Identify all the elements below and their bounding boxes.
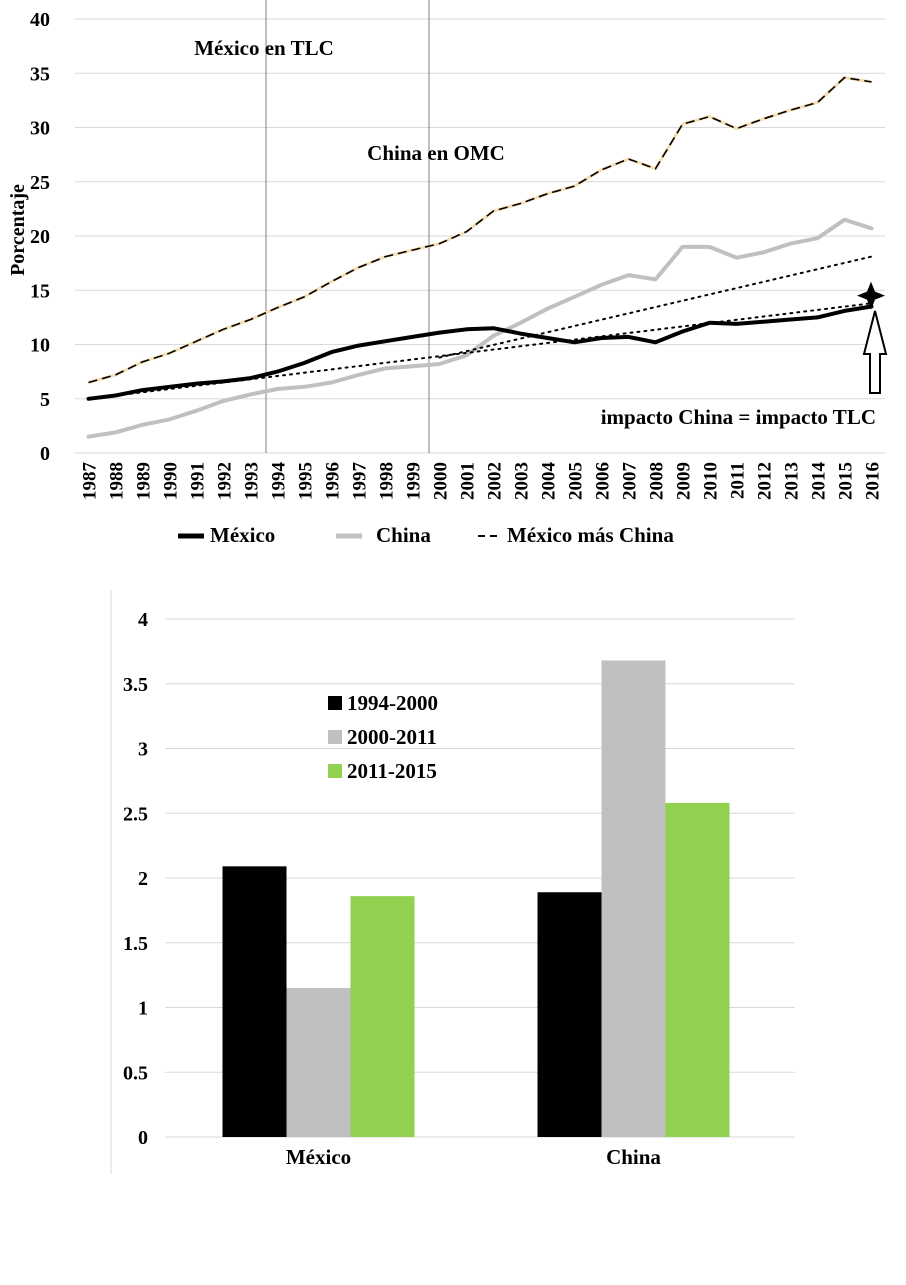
bar-2011-2015 (350, 896, 415, 1137)
legend: 1994-2000 2000-2011 2011-2015 (328, 691, 438, 783)
series-line-méxico-más-china (88, 76, 872, 384)
series-line-méxico (86, 304, 874, 401)
legend: México China México más China (178, 523, 674, 547)
x-tick-label: 2002 (485, 462, 506, 500)
x-axis-ticks: México China (286, 1145, 662, 1169)
x-tick-label: 2003 (512, 462, 533, 500)
y-tick-label: 3 (138, 739, 148, 761)
x-tick-label: 1994 (269, 462, 290, 501)
x-tick-label: 2013 (782, 462, 803, 500)
bar-2000-2011 (286, 988, 351, 1137)
legend-label: 2011-2015 (347, 759, 437, 783)
x-tick-label: 1991 (188, 462, 209, 500)
legend-label: China (376, 523, 431, 547)
y-axis-ticks: 0 0.5 1 1.5 2 2.5 3 3.5 4 (123, 609, 148, 1149)
x-tick-label: 2000 (431, 462, 452, 500)
y-tick-label: 30 (30, 118, 50, 140)
y-tick-label: 10 (30, 335, 50, 357)
event-lines (265, 0, 430, 453)
y-tick-label: 2.5 (123, 803, 148, 825)
x-tick-label: 2012 (755, 462, 776, 500)
x-tick-label: 1990 (161, 462, 182, 500)
legend-label: México (210, 523, 275, 547)
x-tick-label: 2015 (836, 462, 857, 500)
legend-label: 2000-2011 (347, 725, 437, 749)
series-lines (86, 76, 874, 439)
y-axis-label: Porcentaje (7, 184, 29, 276)
legend-swatch (328, 696, 342, 710)
x-tick-label: 1998 (377, 462, 398, 500)
y-tick-label: 4 (138, 609, 148, 631)
x-tick-label: 2008 (647, 462, 668, 500)
star-icon (857, 281, 885, 310)
bar-2011-2015 (665, 802, 730, 1137)
bar-1994-2000 (222, 866, 287, 1137)
legend-label: 1994-2000 (347, 691, 438, 715)
line-chart: 0 5 10 15 20 25 30 35 40 1987 1988 1989 1990 1991 199… (7, 0, 888, 547)
bar-2000-2011 (601, 660, 666, 1137)
y-tick-label: 25 (30, 172, 50, 194)
x-tick-label: 2007 (620, 462, 641, 501)
gridlines (75, 18, 885, 454)
x-tick-label: 1988 (107, 462, 128, 500)
bar-1994-2000 (537, 892, 602, 1137)
y-tick-label: 0 (40, 443, 50, 465)
x-tick-label: 1987 (80, 462, 101, 501)
bar-chart: 0 0.5 1 1.5 2 2.5 3 3.5 4 México China 1994-2000 2… (110, 590, 795, 1174)
legend-swatch (328, 764, 342, 778)
y-tick-label: 1 (138, 998, 148, 1020)
x-tick-label: 1996 (323, 462, 344, 500)
x-tick-label: 2005 (566, 462, 587, 500)
y-tick-label: 5 (40, 389, 50, 411)
impact-annotation: impacto China = impacto TLC (601, 405, 876, 429)
x-tick-label: China (606, 1145, 661, 1169)
series-line-china (86, 217, 874, 439)
x-tick-label: 1993 (242, 462, 263, 500)
y-tick-label: 20 (30, 226, 50, 248)
x-tick-label: 1999 (404, 462, 425, 500)
x-tick-label: 2010 (701, 462, 722, 500)
x-tick-label: 2009 (674, 462, 695, 500)
legend-label: México más China (507, 523, 674, 547)
x-tick-label: 1997 (350, 462, 371, 501)
star-marker (857, 281, 885, 310)
y-axis-ticks: 0 5 10 15 20 25 30 35 40 (30, 9, 50, 465)
x-tick-label: 1989 (134, 462, 155, 500)
y-tick-label: 1.5 (123, 933, 148, 955)
y-tick-label: 3.5 (123, 674, 148, 696)
x-axis-ticks: 1987 1988 1989 1990 1991 1992 1993 1994 1995 1996… (80, 462, 884, 501)
omc-annotation: China en OMC (367, 141, 505, 165)
y-tick-label: 0 (138, 1127, 148, 1149)
x-tick-label: 2014 (809, 462, 830, 501)
x-tick-label: 2001 (458, 462, 479, 500)
x-tick-label: 2011 (728, 462, 749, 499)
x-tick-label: 2004 (539, 462, 560, 501)
y-tick-label: 0.5 (123, 1062, 148, 1084)
series-line-tendencia-méxico (87, 302, 873, 400)
x-tick-label: 1992 (215, 462, 236, 500)
y-tick-label: 40 (30, 9, 50, 31)
y-tick-label: 2 (138, 868, 148, 890)
tlc-annotation: México en TLC (194, 36, 334, 60)
arrow-shape (862, 310, 888, 394)
legend-swatch (328, 730, 342, 744)
x-tick-label: México (286, 1145, 351, 1169)
x-tick-label: 2006 (593, 462, 614, 500)
up-arrow-icon (862, 310, 888, 394)
x-tick-label: 2016 (863, 462, 884, 500)
y-tick-label: 15 (30, 280, 50, 302)
bars (222, 660, 730, 1137)
y-tick-label: 35 (30, 63, 50, 85)
x-tick-label: 1995 (296, 462, 317, 500)
